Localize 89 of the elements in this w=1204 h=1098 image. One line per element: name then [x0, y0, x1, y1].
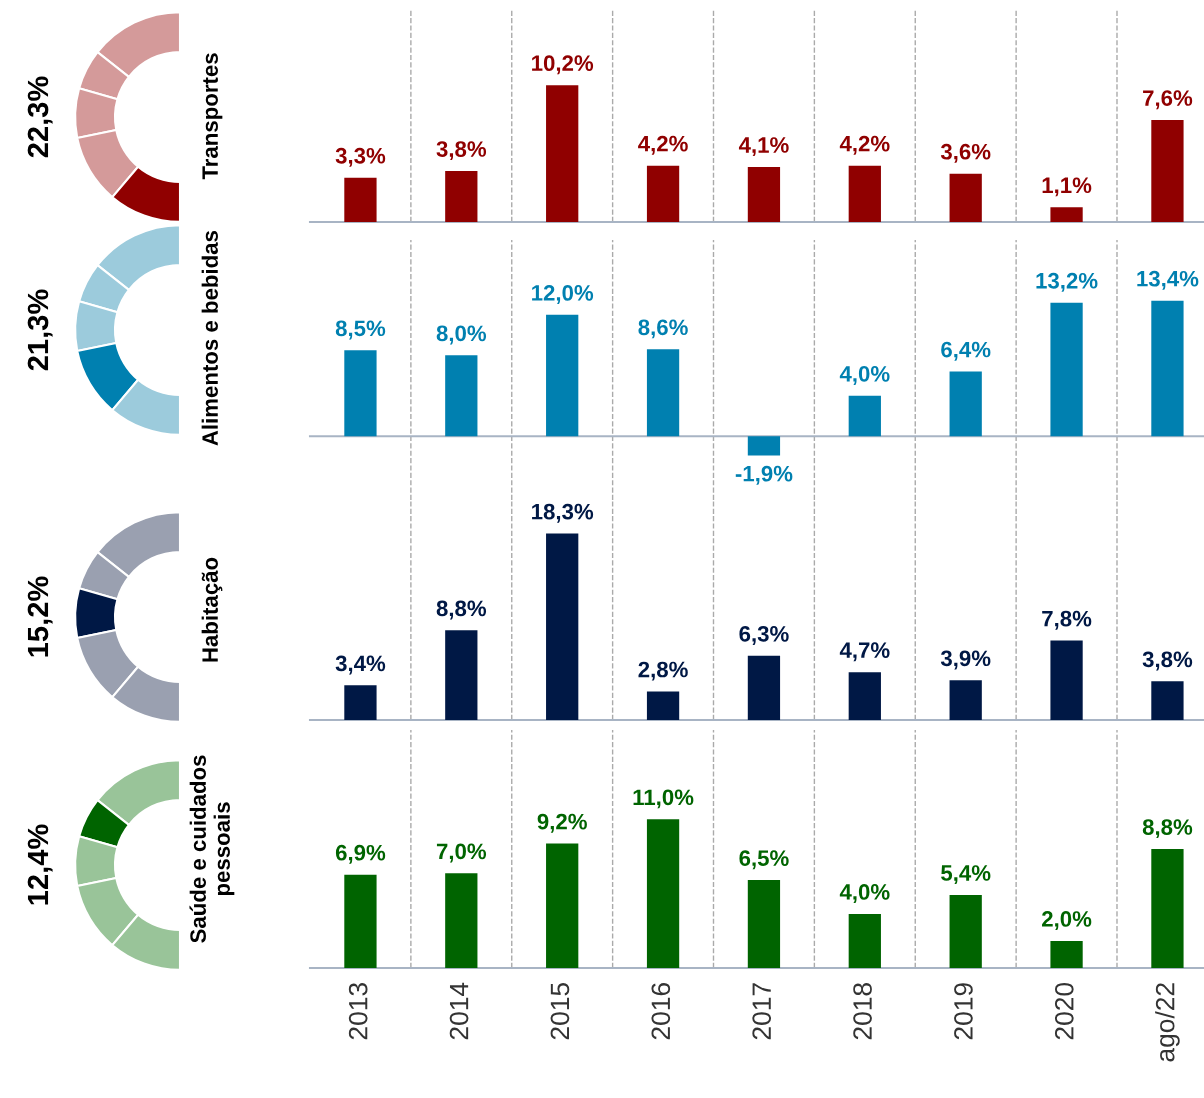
data-label: 8,8%	[1142, 819, 1193, 839]
y-axis-title: Alimentos e bebidas	[201, 230, 218, 446]
bar	[344, 177, 377, 222]
text: 12,4%	[27, 824, 53, 905]
x-tick-label: 2013	[348, 983, 368, 1040]
data-label: 4,2%	[839, 135, 890, 155]
data-label: 3,8%	[436, 141, 487, 161]
data-label: 7,0%	[436, 843, 487, 863]
bar	[949, 680, 982, 720]
x-tick-label: 2017	[752, 983, 772, 1040]
data-label: 12,0%	[532, 285, 594, 304]
bar	[646, 691, 680, 720]
bar	[546, 85, 579, 222]
data-label: 2,8%	[638, 661, 688, 681]
data-label: 6,4%	[941, 341, 991, 361]
bar	[1050, 207, 1083, 222]
bar	[344, 350, 377, 437]
y-axis-title: Habitação	[201, 557, 223, 662]
data-label: 7,8%	[1042, 610, 1092, 630]
data-label: -1,9%	[735, 465, 793, 485]
y-axis-title: Saúde e cuidados pessoais	[189, 755, 235, 943]
bar	[747, 880, 781, 968]
data-label: 3,4%	[335, 655, 386, 675]
bar	[445, 171, 478, 222]
data-label: 10,2%	[532, 55, 594, 75]
bar	[546, 843, 579, 968]
bar	[747, 436, 781, 456]
text: 15,2%	[27, 576, 53, 657]
data-label: 3,8%	[1142, 651, 1193, 671]
data-label: 2,0%	[1042, 911, 1092, 931]
data-label: 3,6%	[940, 143, 991, 163]
x-tick-label: 2019	[954, 983, 973, 1040]
data-label: 4,0%	[839, 365, 890, 385]
bar	[1050, 302, 1083, 437]
data-label: 4,0%	[839, 884, 890, 904]
bar	[1151, 300, 1184, 437]
bar	[848, 913, 881, 968]
data-label: 6,3%	[739, 625, 789, 645]
data-label: 13,2%	[1036, 272, 1098, 292]
text: 21,3%	[27, 289, 53, 371]
x-tick-label: 2015	[550, 982, 570, 1040]
data-label: 5,4%	[941, 865, 991, 885]
data-label: 13,4%	[1137, 270, 1199, 290]
bar	[1151, 120, 1184, 222]
data-label: 9,2%	[537, 813, 587, 833]
bar	[646, 819, 680, 968]
bar	[546, 533, 579, 720]
bar	[747, 166, 781, 222]
data-label: 8,8%	[436, 600, 487, 620]
x-tick-label: ago/22	[1155, 983, 1180, 1062]
y-axis-title: Transportes	[202, 53, 223, 180]
bar	[646, 165, 680, 222]
data-label: 6,5%	[739, 850, 789, 870]
data-label: 4,1%	[738, 137, 789, 157]
bar	[1151, 681, 1184, 720]
bar	[949, 173, 982, 222]
data-label: 4,2%	[638, 135, 688, 155]
data-label: 7,6%	[1143, 90, 1193, 110]
bar	[848, 165, 881, 222]
bar	[848, 672, 881, 720]
x-tick-label: 2014	[449, 982, 469, 1040]
data-label: 1,1%	[1042, 177, 1092, 197]
x-tick-label: 2020	[1054, 982, 1074, 1040]
bar	[344, 874, 377, 968]
bar	[747, 655, 781, 720]
bar	[949, 894, 982, 968]
data-label: 8,6%	[638, 319, 688, 339]
bar	[1050, 640, 1083, 720]
data-label: 3,3%	[335, 147, 386, 167]
data-label: 6,9%	[335, 844, 386, 864]
bar	[344, 685, 377, 720]
data-label: 8,0%	[436, 325, 487, 345]
bar	[848, 395, 881, 437]
bar	[445, 873, 478, 968]
bar	[949, 371, 982, 437]
data-label: 3,9%	[940, 650, 991, 670]
data-label: 11,0%	[633, 789, 694, 809]
x-tick-label: 2016	[651, 983, 671, 1040]
data-label: 18,3%	[532, 503, 594, 523]
bar	[646, 349, 680, 437]
bar	[1050, 940, 1083, 968]
bar	[1151, 849, 1184, 968]
text: 22,3%	[27, 76, 53, 158]
data-label: 4,7%	[839, 642, 890, 662]
bar	[546, 314, 579, 437]
x-tick-label: 2018	[853, 983, 872, 1040]
bar	[445, 355, 478, 437]
data-label: 8,5%	[335, 320, 386, 340]
bar	[445, 630, 478, 720]
